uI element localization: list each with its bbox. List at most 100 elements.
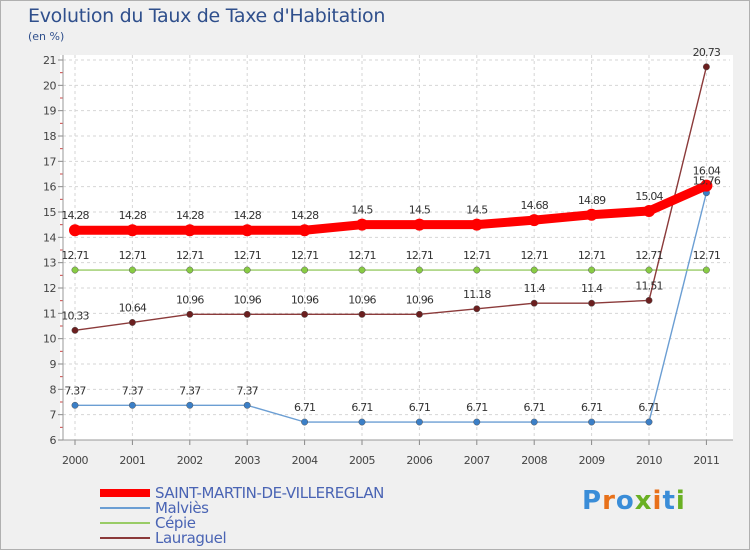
data-label: 14.28 [176,209,204,222]
data-point [585,208,598,221]
legend-swatch [100,537,150,539]
x-tick-label: 2000 [62,454,88,467]
data-point [470,218,483,231]
chart-title: Evolution du Taux de Taxe d'Habitation [28,5,386,27]
data-point [415,418,423,426]
data-label: 11.18 [463,288,491,301]
data-label: 14.28 [61,209,89,222]
data-point [358,310,366,318]
data-label: 10.33 [61,309,89,322]
data-point [126,224,139,237]
data-label: 12.71 [520,249,548,262]
legend-label: Malviès [155,499,209,517]
series-line-0 [70,181,711,235]
data-point [645,418,653,426]
data-point [128,319,136,326]
data-point [301,266,309,274]
data-point [415,310,423,318]
data-label: 12.71 [406,249,434,262]
data-label: 12.71 [348,249,376,262]
data-point [473,305,481,313]
data-point [186,401,194,409]
y-tick-label: 12 [43,282,56,295]
data-label: 7.37 [64,384,86,397]
plot-area [60,55,733,440]
y-tick-label: 7 [50,409,57,422]
data-label: 16.04 [693,165,721,178]
data-label: 6.71 [409,401,430,414]
data-point [645,296,653,304]
data-label: 6.71 [638,401,659,414]
logo-letter: P [582,486,603,516]
data-label: 6.71 [581,401,602,414]
data-point [243,310,251,318]
legend-label: Lauraguel [155,529,227,547]
data-label: 10.96 [291,293,319,306]
data-label: 12.71 [693,249,721,262]
y-tick-label: 9 [50,358,57,371]
data-point [530,266,538,274]
data-label: 12.71 [61,249,89,262]
y-tick-label: 14 [43,231,56,244]
data-label: 11.4 [524,282,546,295]
data-point [588,266,596,274]
data-label: 14.5 [409,204,431,217]
data-point [71,401,79,409]
y-tick-label: 10 [43,333,56,346]
data-label: 10.96 [176,293,204,306]
y-tick-label: 19 [43,105,56,118]
data-point [69,224,81,237]
data-point [356,218,368,231]
data-point [702,266,710,274]
data-point [530,418,538,426]
x-tick-label: 2004 [292,454,318,467]
data-label: 14.89 [578,194,606,207]
data-point [643,204,655,217]
data-point [301,418,309,426]
logo-letter: i [652,486,663,516]
data-point [71,326,79,334]
data-label: 6.71 [351,401,372,414]
x-tick-label: 2003 [234,454,260,467]
y-tick-label: 16 [43,181,56,194]
data-label: 12.71 [119,249,147,262]
data-point [128,266,136,274]
x-tick-label: 2001 [119,454,145,467]
data-point [186,266,194,274]
y-tick-label: 8 [50,383,57,396]
x-tick-label: 2011 [693,454,719,467]
x-tick-label: 2008 [521,454,547,467]
logo-letter: i [675,486,686,516]
y-tick-label: 15 [43,206,56,219]
data-label: 10.96 [406,293,434,306]
logo-letter: r [602,486,616,516]
data-label: 10.96 [348,293,376,306]
data-label: 7.37 [122,384,144,397]
data-label: 14.5 [466,204,488,217]
series-line-1 [74,192,708,423]
logo-letter: o [615,486,635,516]
x-tick-label: 2010 [636,454,662,467]
data-label: 14.28 [233,209,261,222]
x-tick-label: 2006 [406,454,432,467]
proxiti-logo: Proxiti [582,486,686,516]
data-label: 12.71 [291,249,319,262]
data-point [645,266,653,274]
legend-swatch [100,507,150,509]
data-point [415,266,423,274]
data-point [700,179,713,192]
data-label: 10.64 [119,301,147,314]
logo-letter: x [634,486,653,516]
y-tick-label: 20 [43,79,56,92]
data-label: 14.5 [351,204,373,217]
data-label: 12.71 [176,249,204,262]
data-label: 12.71 [233,249,261,262]
data-label: 12.71 [635,249,663,262]
data-point [588,418,596,426]
x-tick-label: 2007 [464,454,490,467]
legend-label: SAINT-MARTIN-DE-VILLEREGLAN [155,484,385,502]
data-label: 20.73 [693,46,721,59]
data-label: 10.96 [233,293,261,306]
data-point [473,266,481,274]
